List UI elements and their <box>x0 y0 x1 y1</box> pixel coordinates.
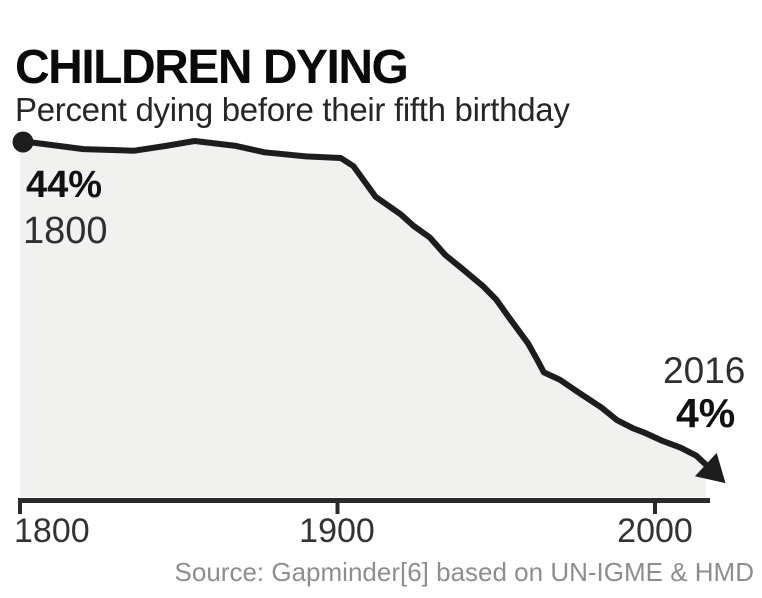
end-arrowhead-icon <box>694 452 726 484</box>
annotation-start-year: 1800 <box>23 210 108 252</box>
source-attribution: Source: Gapminder[6] based on UN-IGME & … <box>174 557 754 587</box>
page-title: CHILDREN DYING <box>15 41 409 95</box>
annotation-end-year: 2016 <box>663 350 746 391</box>
x-tick-label-1800: 1800 <box>14 512 90 550</box>
area-fill <box>20 141 706 497</box>
x-tick-label-2000: 2000 <box>617 512 693 550</box>
x-tick-label-1900: 1900 <box>299 512 375 550</box>
start-point-dot <box>12 131 34 153</box>
trend-line <box>17 138 709 468</box>
page-subtitle: Percent dying before their fifth birthda… <box>15 91 570 129</box>
annotation-start-value: 44% <box>26 164 103 206</box>
x-axis-tick-marks <box>18 503 657 514</box>
annotation-end-value: 4% <box>676 390 736 436</box>
